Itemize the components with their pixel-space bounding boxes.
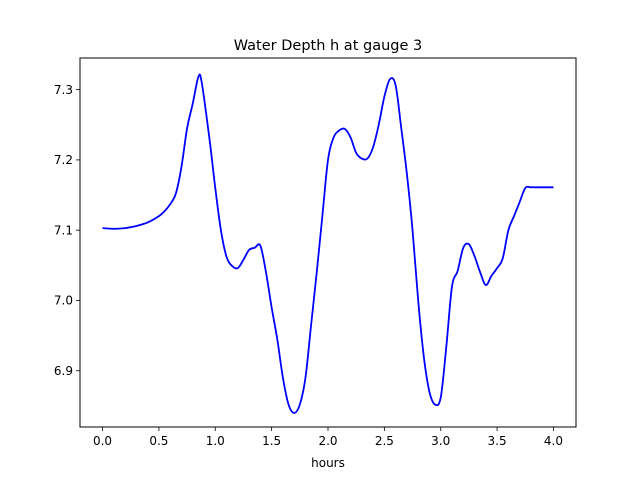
data-point bbox=[316, 272, 317, 273]
data-point bbox=[434, 404, 435, 405]
data-point bbox=[198, 76, 199, 77]
data-point bbox=[474, 256, 475, 257]
data-point bbox=[333, 137, 334, 138]
data-point bbox=[508, 230, 509, 231]
data-point bbox=[367, 158, 368, 159]
data-point bbox=[536, 187, 537, 188]
data-point bbox=[468, 244, 469, 245]
data-point bbox=[356, 152, 357, 153]
data-point bbox=[282, 377, 283, 378]
chart-title: Water Depth h at gauge 3 bbox=[234, 38, 422, 54]
series-layer bbox=[102, 73, 554, 414]
data-point bbox=[378, 124, 379, 125]
data-point bbox=[395, 85, 396, 86]
data-point bbox=[491, 275, 492, 276]
data-point bbox=[164, 211, 165, 212]
data-point bbox=[209, 140, 210, 141]
data-point bbox=[440, 397, 441, 398]
x-tick-label: 0.0 bbox=[93, 434, 112, 448]
y-axis: 6.9 7.0 7.1 7.2 7.3 bbox=[54, 83, 80, 378]
data-point bbox=[372, 147, 373, 148]
data-point bbox=[305, 377, 306, 378]
data-point bbox=[401, 128, 402, 129]
x-tick-label: 3.0 bbox=[431, 434, 450, 448]
data-point bbox=[170, 204, 171, 205]
data-point bbox=[243, 259, 244, 260]
data-point bbox=[158, 216, 159, 217]
x-axis: 0.0 0.5 1.0 1.5 2.0 2.5 3.0 3.5 4.0 bbox=[93, 427, 563, 448]
data-point bbox=[299, 404, 300, 405]
data-point bbox=[423, 356, 424, 357]
x-tick-label: 1.0 bbox=[206, 434, 225, 448]
y-tick-label: 7.0 bbox=[54, 294, 73, 308]
data-point bbox=[237, 268, 238, 269]
data-point bbox=[429, 391, 430, 392]
data-point bbox=[496, 268, 497, 269]
x-tick-label: 4.0 bbox=[544, 434, 563, 448]
data-point bbox=[226, 256, 227, 257]
data-point bbox=[310, 324, 311, 325]
data-point bbox=[124, 227, 125, 228]
data-point bbox=[136, 225, 137, 226]
data-point bbox=[389, 78, 390, 79]
data-point bbox=[406, 173, 407, 174]
data-point bbox=[265, 272, 266, 273]
data-point bbox=[519, 201, 520, 202]
data-point bbox=[215, 187, 216, 188]
data-point bbox=[322, 216, 323, 217]
data-point bbox=[451, 286, 452, 287]
data-point bbox=[525, 187, 526, 188]
data-point bbox=[350, 137, 351, 138]
data-point bbox=[542, 187, 543, 188]
data-point bbox=[327, 159, 328, 160]
x-axis-label: hours bbox=[311, 456, 345, 470]
data-point bbox=[271, 307, 272, 308]
x-tick-label: 2.5 bbox=[375, 434, 394, 448]
data-point bbox=[547, 187, 548, 188]
data-point bbox=[260, 245, 261, 246]
data-point bbox=[384, 96, 385, 97]
data-point bbox=[175, 193, 176, 194]
data-point bbox=[361, 158, 362, 159]
data-point bbox=[502, 258, 503, 259]
data-point bbox=[344, 128, 345, 129]
data-point bbox=[147, 222, 148, 223]
data-point bbox=[553, 187, 554, 188]
series-line-0 bbox=[102, 73, 554, 414]
data-point bbox=[186, 128, 187, 129]
data-point bbox=[530, 187, 531, 188]
x-tick-label: 2.0 bbox=[318, 434, 337, 448]
data-point bbox=[181, 166, 182, 167]
x-tick-label: 1.5 bbox=[262, 434, 281, 448]
data-point bbox=[248, 249, 249, 250]
y-tick-label: 6.9 bbox=[54, 364, 73, 378]
y-tick-label: 7.3 bbox=[54, 83, 73, 97]
data-point bbox=[463, 247, 464, 248]
data-point bbox=[412, 230, 413, 231]
data-point bbox=[201, 82, 202, 83]
data-point bbox=[480, 272, 481, 273]
y-tick-label: 7.1 bbox=[54, 223, 73, 237]
y-tick-label: 7.2 bbox=[54, 153, 73, 167]
data-point bbox=[457, 270, 458, 271]
x-tick-label: 3.5 bbox=[488, 434, 507, 448]
data-point bbox=[418, 300, 419, 301]
data-point bbox=[288, 404, 289, 405]
data-point bbox=[232, 265, 233, 266]
data-point bbox=[294, 412, 295, 413]
data-point bbox=[277, 339, 278, 340]
data-point bbox=[446, 346, 447, 347]
data-point bbox=[220, 230, 221, 231]
x-tick-label: 0.5 bbox=[149, 434, 168, 448]
data-point bbox=[339, 130, 340, 131]
data-point bbox=[513, 216, 514, 217]
data-point bbox=[113, 228, 114, 229]
data-point bbox=[485, 284, 486, 285]
data-point bbox=[102, 227, 103, 228]
data-point bbox=[254, 247, 255, 248]
data-point bbox=[192, 103, 193, 104]
